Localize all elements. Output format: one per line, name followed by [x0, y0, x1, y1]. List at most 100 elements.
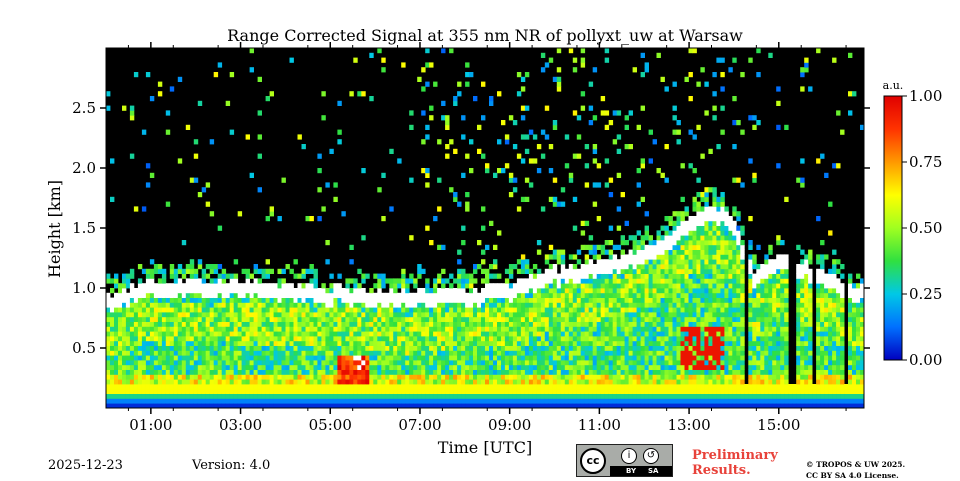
heatmap-cell	[489, 360, 493, 365]
heatmap-cell	[421, 350, 425, 355]
heatmap-cell	[669, 269, 673, 274]
heatmap-cell	[114, 370, 118, 375]
heatmap-cell	[182, 302, 186, 307]
heatmap-cell	[353, 307, 357, 312]
heatmap-cell	[106, 398, 110, 403]
heatmap-cell	[677, 211, 681, 216]
heatmap-cell	[302, 379, 306, 384]
heatmap-cell	[166, 389, 170, 394]
heatmap-cell	[441, 307, 445, 312]
heatmap-cell	[389, 379, 393, 384]
heatmap-cell	[661, 77, 665, 82]
heatmap-cell	[178, 379, 182, 384]
heatmap-cell	[617, 278, 621, 283]
heatmap-cell	[250, 384, 254, 389]
heatmap-cell	[625, 283, 629, 288]
heatmap-cell	[433, 317, 437, 322]
heatmap-cell	[325, 370, 329, 375]
heatmap-cell	[298, 379, 302, 384]
heatmap-cell	[409, 331, 413, 336]
heatmap-cell	[700, 269, 704, 274]
heatmap-cell	[461, 355, 465, 360]
heatmap-cell	[657, 168, 661, 173]
heatmap-cell	[138, 336, 142, 341]
heatmap-cell	[501, 168, 505, 173]
heatmap-cell	[246, 278, 250, 283]
heatmap-cell	[593, 341, 597, 346]
heatmap-cell	[561, 341, 565, 346]
heatmap-cell	[696, 365, 700, 370]
heatmap-cell	[437, 312, 441, 317]
heatmap-cell	[262, 379, 266, 384]
heatmap-cell	[541, 130, 545, 135]
heatmap-cell	[302, 350, 306, 355]
heatmap-cell	[629, 331, 633, 336]
heatmap-cell	[677, 326, 681, 331]
heatmap-cell	[421, 322, 425, 327]
heatmap-cell	[258, 288, 262, 293]
heatmap-cell	[553, 120, 557, 125]
heatmap-cell	[677, 139, 681, 144]
heatmap-cell	[653, 370, 657, 375]
heatmap-cell	[170, 346, 174, 351]
heatmap-cell	[206, 312, 210, 317]
heatmap-cell	[549, 254, 553, 259]
heatmap-cell	[194, 288, 198, 293]
heatmap-cell	[146, 398, 150, 403]
heatmap-cell	[278, 302, 282, 307]
heatmap-cell	[549, 288, 553, 293]
heatmap-cell	[126, 350, 130, 355]
heatmap-cell	[321, 293, 325, 298]
heatmap-cell	[565, 307, 569, 312]
heatmap-cell	[573, 58, 577, 63]
heatmap-cell	[613, 331, 617, 336]
heatmap-cell	[282, 312, 286, 317]
heatmap-cell	[465, 346, 469, 351]
heatmap-cell	[589, 120, 593, 125]
heatmap-cell	[661, 374, 665, 379]
heatmap-cell	[645, 259, 649, 264]
heatmap-cell	[150, 341, 154, 346]
heatmap-cell	[286, 312, 290, 317]
heatmap-cell	[106, 365, 110, 370]
heatmap-cell	[481, 374, 485, 379]
heatmap-cell	[457, 360, 461, 365]
heatmap-cell	[665, 374, 669, 379]
heatmap-cell	[696, 202, 700, 207]
heatmap-cell	[182, 355, 186, 360]
heatmap-cell	[505, 293, 509, 298]
heatmap-cell	[617, 317, 621, 322]
heatmap-cell	[174, 370, 178, 375]
heatmap-cell	[489, 398, 493, 403]
heatmap-cell	[653, 298, 657, 303]
heatmap-cell	[242, 384, 246, 389]
heatmap-cell	[150, 302, 154, 307]
heatmap-cell	[278, 269, 282, 274]
heatmap-cell	[142, 322, 146, 327]
heatmap-cell	[361, 331, 365, 336]
heatmap-cell	[525, 389, 529, 394]
heatmap-cell	[441, 346, 445, 351]
heatmap-cell	[329, 360, 333, 365]
heatmap-cell	[365, 341, 369, 346]
heatmap-cell	[696, 211, 700, 216]
heatmap-cell	[166, 360, 170, 365]
heatmap-cell	[653, 274, 657, 279]
heatmap-cell	[325, 293, 329, 298]
heatmap-cell	[134, 336, 138, 341]
heatmap-cell	[314, 379, 318, 384]
heatmap-cell	[246, 336, 250, 341]
heatmap-cell	[186, 374, 190, 379]
heatmap-cell	[696, 278, 700, 283]
heatmap-cell	[174, 302, 178, 307]
heatmap-cell	[162, 312, 166, 317]
heatmap-cell	[306, 288, 310, 293]
heatmap-cell	[712, 226, 716, 231]
heatmap-cell	[357, 326, 361, 331]
heatmap-cell	[170, 288, 174, 293]
heatmap-cell	[481, 115, 485, 120]
heatmap-cell	[661, 245, 665, 250]
heatmap-cell	[190, 389, 194, 394]
heatmap-cell	[461, 341, 465, 346]
heatmap-cell	[389, 370, 393, 375]
